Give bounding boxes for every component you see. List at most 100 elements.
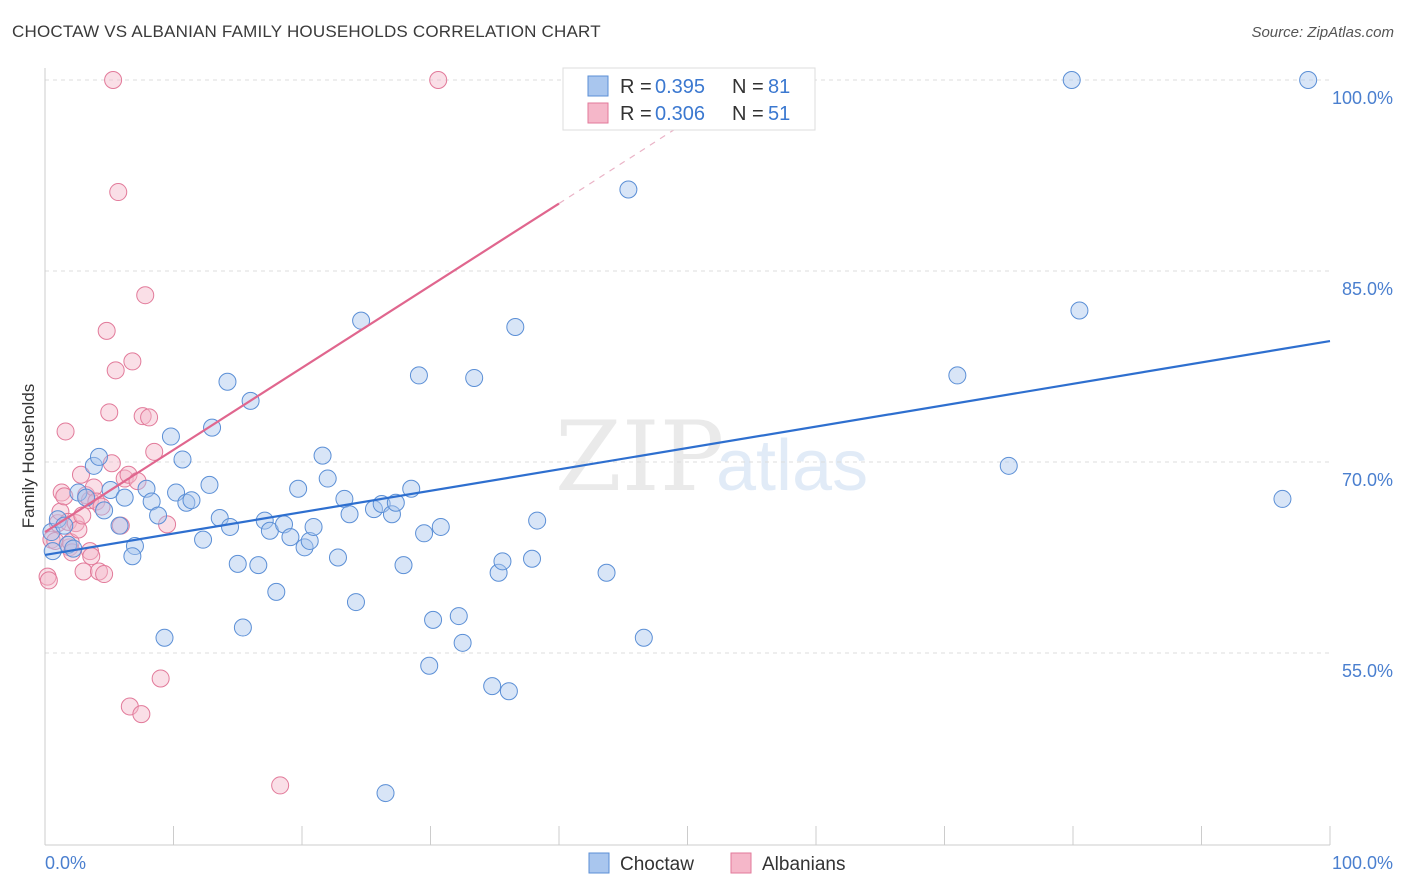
point-choctaw-73 <box>597 563 616 582</box>
point-albanians-30 <box>104 71 123 89</box>
point-choctaw-42 <box>300 531 319 550</box>
point-choctaw-18 <box>149 506 168 525</box>
point-albanians-39 <box>132 705 151 724</box>
point-choctaw-62 <box>431 517 450 536</box>
point-choctaw-8 <box>84 456 103 475</box>
watermark: ZIP atlas <box>555 401 868 513</box>
legend-n-label-choctaw: N = <box>732 76 764 98</box>
bottom-legend-swatch-choctaw <box>588 852 610 874</box>
point-albanians-42 <box>140 408 159 427</box>
point-albanians-41 <box>136 286 155 305</box>
point-choctaw-23 <box>177 493 196 512</box>
point-albanians-31 <box>106 361 125 380</box>
point-albanians-40 <box>133 407 152 426</box>
point-albanians-43 <box>145 442 164 461</box>
point-choctaw-34 <box>249 556 268 575</box>
y-tick-label-100: 100.0% <box>1332 88 1393 108</box>
point-choctaw-37 <box>267 582 286 601</box>
point-albanians-37 <box>123 352 142 371</box>
point-choctaw-19 <box>155 628 174 647</box>
point-choctaw-39 <box>281 528 300 547</box>
point-choctaw-75 <box>634 628 653 647</box>
point-choctaw-66 <box>483 677 502 696</box>
point-choctaw-26 <box>200 475 219 494</box>
point-choctaw-76 <box>948 366 967 385</box>
y-tick-label-85: 85.0% <box>1342 279 1393 299</box>
watermark-atlas: atlas <box>716 426 868 506</box>
legend-swatch-albanians <box>587 102 609 124</box>
point-choctaw-71 <box>523 549 542 568</box>
legend-r-label-albanians: R = <box>620 103 652 125</box>
point-choctaw-61 <box>424 610 443 629</box>
point-choctaw-64 <box>453 633 472 652</box>
point-albanians-32 <box>109 183 128 202</box>
point-choctaw-54 <box>382 505 401 524</box>
point-albanians-27 <box>97 321 116 340</box>
point-choctaw-10 <box>95 501 114 520</box>
point-choctaw-30 <box>221 517 240 536</box>
point-choctaw-59 <box>415 524 434 543</box>
point-albanians-35 <box>119 465 138 484</box>
legend-n-value-albanians: 51 <box>768 103 790 125</box>
point-albanians-14 <box>69 520 88 539</box>
trend-line-albanians-extension <box>558 79 753 205</box>
point-albanians-8 <box>56 422 75 441</box>
point-choctaw-55 <box>386 493 405 512</box>
point-choctaw-65 <box>465 368 484 387</box>
trend-line-choctaw <box>44 339 1331 557</box>
x-tick-label-100: 100.0% <box>1332 853 1393 873</box>
point-choctaw-79 <box>1070 301 1089 320</box>
point-choctaw-69 <box>499 682 518 701</box>
point-albanians-16 <box>73 506 92 525</box>
point-choctaw-60 <box>420 656 439 675</box>
bottom-legend-swatch-albanians <box>730 852 752 874</box>
point-albanians-1 <box>39 571 58 590</box>
point-albanians-26 <box>95 565 114 584</box>
y-tick-labels: 55.0% 70.0% 85.0% 100.0% <box>1332 88 1393 681</box>
point-choctaw-45 <box>318 469 337 488</box>
point-choctaw-58 <box>409 366 428 385</box>
y-tick-label-55: 55.0% <box>1342 661 1393 681</box>
point-choctaw-63 <box>449 607 468 626</box>
legend-n-value-choctaw: 81 <box>768 76 790 98</box>
point-choctaw-20 <box>161 427 180 446</box>
legend-box: R = 0.395 N = 81 R = 0.306 N = 51 <box>562 67 816 131</box>
point-albanians-24 <box>89 562 108 581</box>
point-albanians-21 <box>82 547 101 566</box>
trend-line-albanians <box>44 202 560 533</box>
legend-r-label-choctaw: R = <box>620 76 652 98</box>
point-choctaw-7 <box>77 488 96 507</box>
trend-lines <box>44 79 1331 557</box>
x-axis-ticks <box>44 826 1331 845</box>
point-choctaw-25 <box>194 530 213 549</box>
point-choctaw-80 <box>1273 489 1292 508</box>
series-albanians <box>38 71 448 795</box>
point-choctaw-72 <box>528 511 547 530</box>
point-choctaw-67 <box>489 563 508 582</box>
point-choctaw-31 <box>228 554 247 573</box>
point-choctaw-43 <box>304 517 323 536</box>
y-tick-label-70: 70.0% <box>1342 470 1393 490</box>
point-choctaw-29 <box>218 372 237 391</box>
series-choctaw <box>42 71 1318 803</box>
y-axis-label: Family Households <box>19 384 38 529</box>
point-choctaw-53 <box>376 784 395 803</box>
point-choctaw-77 <box>999 456 1018 475</box>
legend-r-value-choctaw: 0.395 <box>655 76 705 98</box>
point-choctaw-68 <box>493 552 512 571</box>
point-choctaw-1 <box>43 542 62 561</box>
point-choctaw-12 <box>115 488 134 507</box>
point-choctaw-40 <box>289 479 308 498</box>
legend-swatch-choctaw <box>587 75 609 97</box>
point-albanians-44 <box>151 669 170 688</box>
point-choctaw-70 <box>506 318 525 337</box>
point-choctaw-13 <box>110 516 129 535</box>
point-albanians-15 <box>71 465 90 484</box>
point-albanians-47 <box>429 71 448 89</box>
point-albanians-28 <box>100 403 119 422</box>
point-choctaw-22 <box>173 450 192 469</box>
point-choctaw-74 <box>619 180 638 199</box>
point-choctaw-81 <box>1299 71 1318 89</box>
x-tick-label-0: 0.0% <box>45 853 86 873</box>
